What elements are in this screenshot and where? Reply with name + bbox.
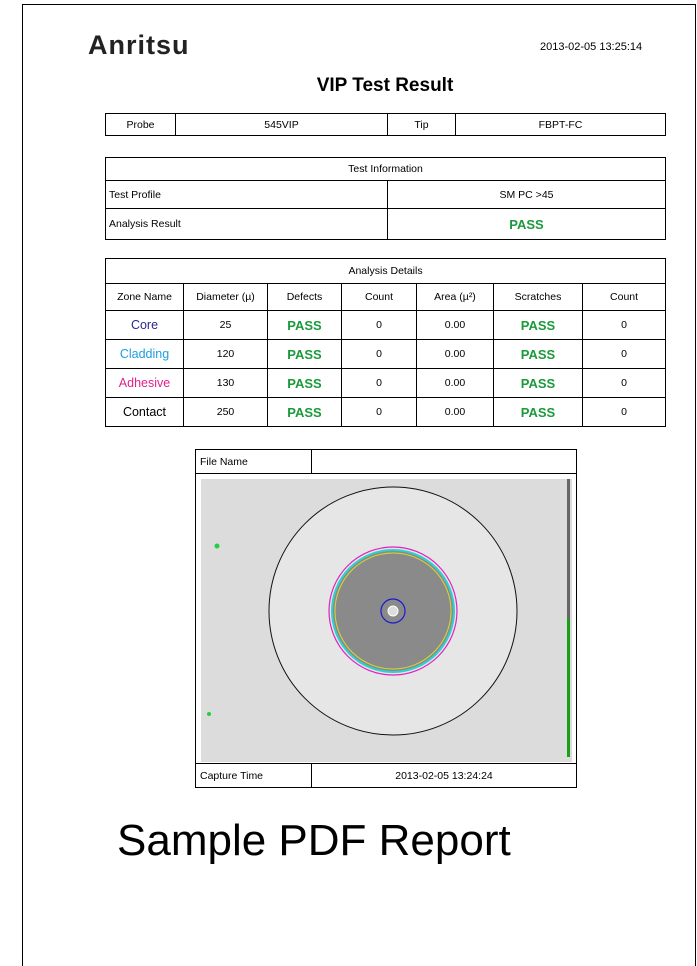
cell: 545VIP (175, 113, 388, 136)
row-value: PASS (386, 208, 667, 240)
capture-time-label: Capture Time (196, 763, 312, 787)
core-center (387, 605, 399, 617)
zone-name: Core (105, 310, 184, 340)
column-header-row: Zone Name Diameter (µ) Defects Count Area (µ… (105, 283, 667, 311)
cell: 0 (341, 397, 417, 427)
cell: PASS (493, 368, 583, 398)
cell: 0.00 (416, 368, 494, 398)
table-row: Contact 250 PASS 0 0.00 PASS 0 (105, 397, 667, 427)
adhesive-zone (328, 546, 458, 676)
column-header: Count (341, 283, 417, 311)
defect-dot (214, 543, 220, 549)
row-label: Analysis Result (105, 208, 388, 240)
cell: 25 (183, 310, 268, 340)
column-header: Area (µ²) (416, 283, 494, 311)
table-row: Adhesive 130 PASS 0 0.00 PASS 0 (105, 368, 667, 398)
header-row: Analysis Details (104, 258, 667, 284)
cell: PASS (267, 397, 342, 427)
fiber-image (201, 479, 572, 762)
image-panel: File Name Capture Time 2013-02-05 13:24:… (195, 449, 577, 788)
probe-table: Probe 545VIP Tip FBPT-FC (105, 113, 666, 136)
column-header: Defects (267, 283, 342, 311)
column-header: Diameter (µ) (183, 283, 268, 311)
cell: 0 (341, 368, 417, 398)
cell: PASS (267, 339, 342, 369)
capture-time: 2013-02-05 13:24:24 (312, 763, 576, 787)
cell: 0.00 (416, 397, 494, 427)
cell: PASS (493, 339, 583, 369)
row-value: SM PC >45 (386, 180, 667, 209)
cell: 120 (183, 339, 268, 369)
cell: 0 (341, 310, 417, 340)
report-title: VIP Test Result (316, 75, 454, 96)
column-header: Scratches (493, 283, 583, 311)
cell: 130 (183, 368, 268, 398)
column-header: Count (581, 283, 667, 311)
cell: 0 (581, 397, 667, 427)
column-header: Zone Name (105, 283, 184, 311)
file-name-value (312, 450, 576, 474)
cell: 0.00 (416, 310, 494, 340)
defect-dot (207, 712, 211, 716)
cell: 0 (581, 310, 667, 340)
analysis-table: Analysis Details Zone Name Diameter (µ) Def… (104, 258, 667, 427)
cell: PASS (493, 397, 583, 427)
edge-bar-green (567, 619, 570, 757)
cell: 250 (183, 397, 268, 427)
cell: 0.00 (416, 339, 494, 369)
cell: FBPT-FC (455, 113, 666, 136)
core-zone (380, 598, 406, 624)
cell: Tip (387, 113, 456, 136)
cladding-edge (334, 552, 452, 670)
cell: Probe (105, 113, 176, 136)
page-frame (22, 4, 696, 966)
zone-name: Contact (105, 397, 184, 427)
table-row: Test Profile SM PC >45 (105, 180, 667, 209)
cell: 0 (581, 339, 667, 369)
cell: PASS (493, 310, 583, 340)
caption: Sample PDF Report (117, 816, 511, 865)
table-title: Test Information (104, 157, 667, 181)
table-title: Analysis Details (104, 258, 667, 284)
table-row: Cladding 120 PASS 0 0.00 PASS 0 (105, 339, 667, 369)
cell: 0 (581, 368, 667, 398)
header-row: Test Information (104, 157, 667, 181)
row-label: Test Profile (105, 180, 388, 209)
zone-name: Adhesive (105, 368, 184, 398)
file-name-label: File Name (196, 450, 312, 474)
test-info-table: Test Information Test Profile SM PC >45 Ana… (104, 157, 667, 240)
logo: Anritsu (88, 30, 190, 60)
cell: PASS (267, 368, 342, 398)
timestamp: 2013-02-05 13:25:14 (540, 41, 643, 53)
table-row: Analysis Result PASS (105, 208, 667, 240)
table-row: Probe 545VIP Tip FBPT-FC (105, 113, 666, 136)
cell: 0 (341, 339, 417, 369)
cell: PASS (267, 310, 342, 340)
table-row: Core 25 PASS 0 0.00 PASS 0 (105, 310, 667, 340)
edge-bar (567, 479, 570, 619)
zone-name: Cladding (105, 339, 184, 369)
